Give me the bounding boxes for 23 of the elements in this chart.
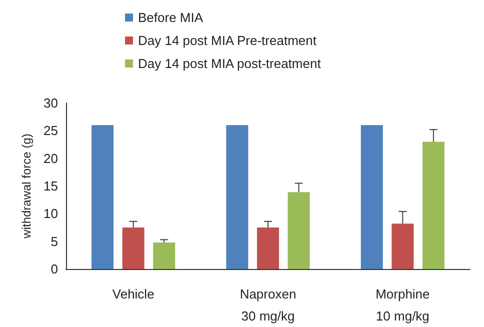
y-tick-label: 20: [44, 150, 58, 166]
bar: [422, 142, 444, 269]
legend-label: Before MIA: [138, 10, 204, 25]
y-tick-label: 10: [44, 206, 58, 222]
y-tick-label: 15: [44, 178, 58, 194]
x-tick-label: Morphine 10 mg/kg: [376, 286, 430, 324]
y-tick-label: 25: [44, 123, 58, 138]
y-tick-label: 5: [50, 234, 58, 249]
legend-label: Day 14 post MIA Pre-treatment: [138, 33, 317, 48]
y-tick-label: 0: [50, 262, 58, 276]
y-axis-title: withdrawal force (g): [20, 134, 34, 240]
bar: [226, 125, 248, 269]
bar: [257, 228, 279, 269]
legend-label: Day 14 post MIA post-treatment: [138, 56, 322, 71]
y-tick-label: 30: [44, 96, 58, 110]
bar: [122, 228, 144, 269]
x-tick-label: Vehicle: [112, 286, 154, 302]
bar: [153, 242, 176, 269]
bar: [288, 192, 310, 269]
bar: [92, 125, 114, 269]
x-tick-label: Naproxen 30 mg/kg: [240, 286, 296, 324]
bar: [360, 125, 383, 269]
bar: [392, 224, 414, 269]
